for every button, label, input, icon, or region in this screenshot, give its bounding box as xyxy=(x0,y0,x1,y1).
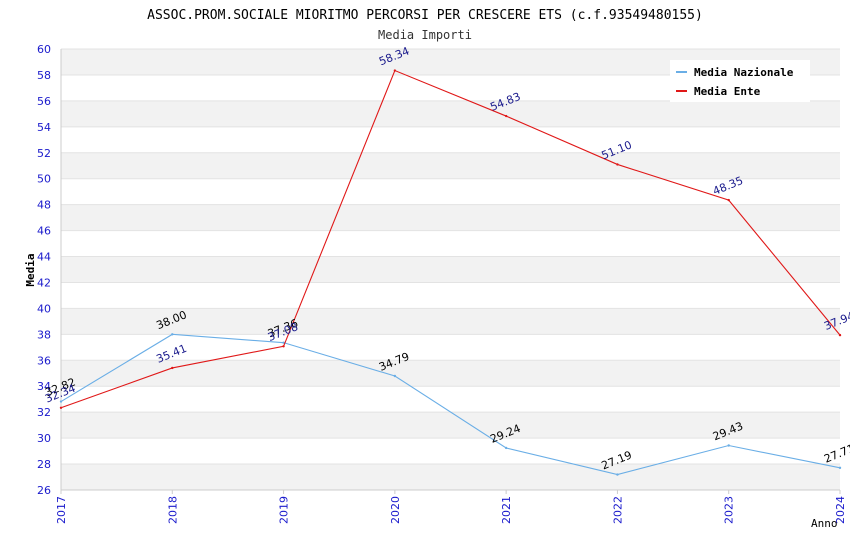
series-line-0 xyxy=(60,333,841,476)
legend-label: Media Ente xyxy=(694,85,761,98)
y-tick-label: 26 xyxy=(37,484,51,497)
y-tick-label: 52 xyxy=(37,147,51,160)
x-axis-ticks: 2017 2018 2019 2020 2021 2022 2023 2024 xyxy=(55,490,847,524)
y-tick-label: 38 xyxy=(37,328,51,341)
y-tick-label: 58 xyxy=(37,69,51,82)
y-tick-label: 54 xyxy=(37,121,51,134)
data-point xyxy=(393,374,397,378)
x-tick-label: 2021 xyxy=(500,496,513,524)
y-tick-label: 42 xyxy=(37,276,51,289)
data-point xyxy=(838,466,842,470)
data-point xyxy=(59,400,63,403)
legend-box xyxy=(670,60,810,102)
data-point xyxy=(171,366,174,370)
y-axis-ticks: 26 28 30 32 34 36 38 40 42 44 46 48 50 52 54 56 58 60 xyxy=(37,43,51,497)
grid-band xyxy=(61,256,840,283)
y-tick-label: 50 xyxy=(37,173,51,186)
data-label: 27.71 xyxy=(822,442,850,466)
data-point xyxy=(59,406,63,409)
x-tick-label: 2024 xyxy=(834,496,847,524)
data-point xyxy=(282,341,285,344)
chart-title: ASSOC.PROM.SOCIALE MIORITMO PERCORSI PER… xyxy=(147,8,703,23)
x-tick-label: 2018 xyxy=(166,496,179,524)
y-tick-label: 28 xyxy=(37,458,51,471)
data-point xyxy=(727,198,730,202)
x-tick-label: 2019 xyxy=(278,496,291,524)
chart-subtitle: Media Importi xyxy=(378,28,472,42)
series-line-1 xyxy=(60,69,841,409)
y-tick-label: 44 xyxy=(37,251,51,264)
axes xyxy=(60,49,840,491)
x-tick-label: 2023 xyxy=(723,496,736,524)
y-tick-label: 46 xyxy=(37,225,51,238)
data-point xyxy=(616,163,619,166)
data-point xyxy=(504,446,508,450)
legend-label: Media Nazionale xyxy=(694,66,794,79)
data-point xyxy=(616,473,619,476)
legend: Media Nazionale Media Ente xyxy=(670,60,810,102)
series-lines xyxy=(59,69,842,476)
x-axis-label: Anno xyxy=(811,517,838,530)
x-tick-label: 2020 xyxy=(389,496,402,524)
data-point xyxy=(171,333,174,336)
x-tick-label: 2017 xyxy=(55,496,68,524)
y-tick-label: 36 xyxy=(37,354,51,367)
data-point xyxy=(282,345,285,348)
y-tick-label: 48 xyxy=(37,199,51,212)
grid-band xyxy=(61,308,840,335)
grid-band xyxy=(61,464,840,490)
data-point xyxy=(504,114,508,118)
y-tick-label: 32 xyxy=(37,406,51,419)
grid-band xyxy=(61,412,840,439)
grid-bands xyxy=(61,48,840,491)
y-tick-label: 30 xyxy=(37,432,51,445)
x-tick-label: 2022 xyxy=(611,496,624,524)
y-axis-label: Media xyxy=(24,253,37,286)
y-tick-label: 40 xyxy=(37,302,51,315)
grid-band xyxy=(61,100,840,127)
grid-band xyxy=(61,204,840,231)
y-tick-label: 34 xyxy=(37,380,51,393)
y-tick-label: 60 xyxy=(37,43,51,56)
y-tick-label: 56 xyxy=(37,95,51,108)
grid-band xyxy=(61,360,840,387)
data-point xyxy=(727,444,730,447)
data-point xyxy=(393,69,397,72)
data-point xyxy=(838,333,842,337)
grid-band xyxy=(61,152,840,179)
